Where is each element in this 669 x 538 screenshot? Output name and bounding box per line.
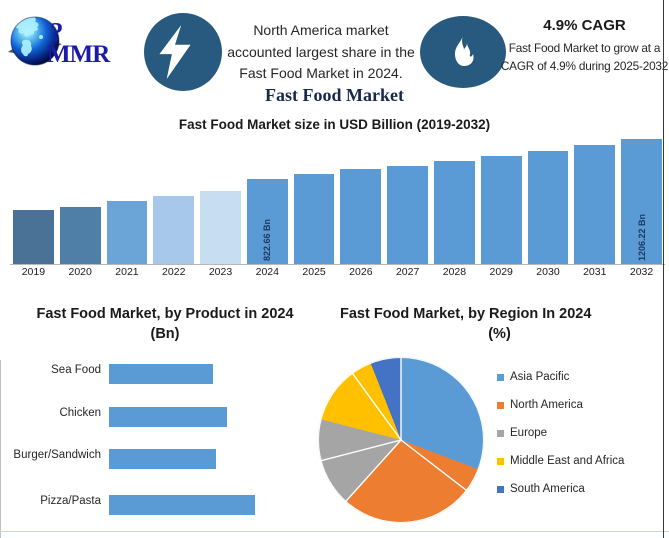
svg-text:MMR: MMR [47, 41, 111, 68]
